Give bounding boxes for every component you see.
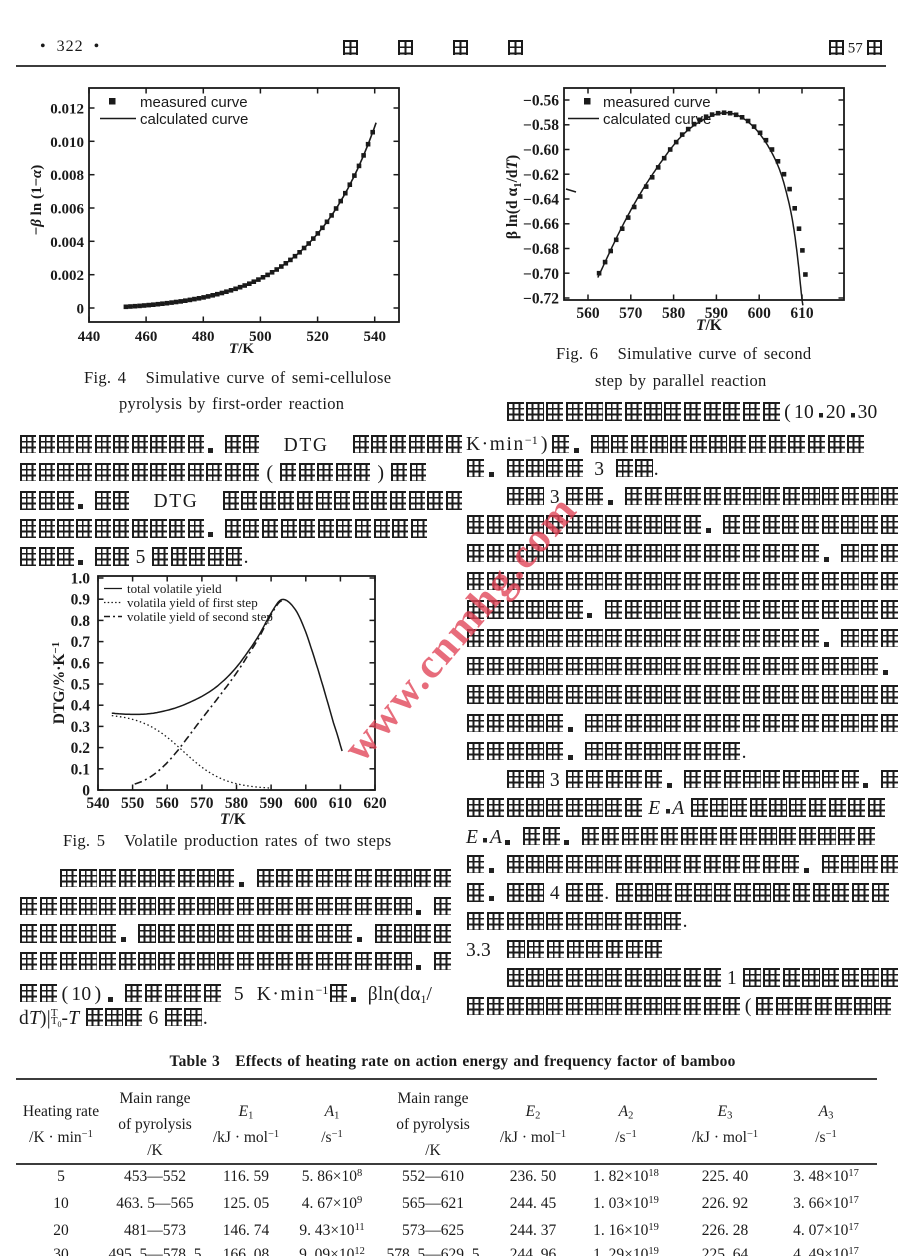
svg-text:−0.60: −0.60 [523, 142, 559, 159]
svg-text:−0.72: −0.72 [523, 291, 559, 308]
svg-text:0.012: 0.012 [50, 102, 84, 118]
svg-text:measured curve: measured curve [603, 94, 711, 111]
svg-text:600: 600 [748, 305, 772, 322]
svg-text:β ln(d α1/dT): β ln(d α1/dT) [504, 155, 524, 239]
svg-text:0.9: 0.9 [71, 592, 91, 609]
svg-text:590: 590 [705, 305, 729, 322]
svg-text:0.3: 0.3 [71, 719, 91, 736]
svg-text:440: 440 [78, 329, 101, 345]
svg-text:540: 540 [86, 795, 110, 812]
svg-text:−0.66: −0.66 [523, 216, 559, 233]
svg-text:550: 550 [121, 795, 145, 812]
svg-text:−0.58: −0.58 [523, 117, 559, 134]
svg-text:0.6: 0.6 [71, 655, 91, 672]
svg-text:−0.56: −0.56 [523, 93, 559, 110]
svg-text:600: 600 [294, 795, 318, 812]
svg-text:520: 520 [306, 329, 329, 345]
svg-text:0.010: 0.010 [50, 135, 84, 151]
svg-text:0.006: 0.006 [50, 202, 84, 218]
svg-text:DTG/%·K−1: DTG/%·K−1 [50, 642, 68, 724]
svg-text:−0.68: −0.68 [523, 241, 559, 258]
svg-text:−0.62: −0.62 [523, 167, 559, 184]
svg-text:0.002: 0.002 [50, 268, 84, 284]
svg-text:540: 540 [363, 329, 386, 345]
svg-text:0.1: 0.1 [71, 761, 90, 778]
svg-text:measured curve: measured curve [140, 94, 248, 111]
svg-text:0.008: 0.008 [50, 168, 84, 184]
svg-text:−0.64: −0.64 [523, 192, 559, 209]
svg-text:580: 580 [662, 305, 686, 322]
svg-text:T/K: T/K [696, 317, 722, 334]
svg-text:500: 500 [249, 329, 272, 345]
svg-text:610: 610 [329, 795, 353, 812]
svg-text:volatile yield of second step: volatile yield of second step [127, 609, 273, 624]
svg-text:total volatile yield: total volatile yield [127, 581, 222, 596]
svg-text:0.4: 0.4 [71, 698, 91, 715]
svg-text:620: 620 [363, 795, 387, 812]
svg-text:570: 570 [190, 795, 214, 812]
svg-text:0.2: 0.2 [71, 740, 91, 757]
svg-text:volatila yield of first step: volatila yield of first step [127, 595, 258, 610]
svg-text:1.0: 1.0 [71, 571, 91, 588]
svg-text:0: 0 [82, 783, 90, 800]
svg-text:580: 580 [225, 795, 249, 812]
svg-text:0.004: 0.004 [50, 235, 84, 251]
svg-text:0.7: 0.7 [71, 634, 91, 651]
svg-text:480: 480 [192, 329, 215, 345]
svg-text:calculated curve: calculated curve [603, 111, 711, 128]
svg-text:460: 460 [135, 329, 158, 345]
svg-text:560: 560 [576, 305, 600, 322]
svg-text:560: 560 [156, 795, 180, 812]
svg-text:0.5: 0.5 [71, 677, 91, 694]
svg-text:0.8: 0.8 [71, 613, 91, 630]
svg-text:570: 570 [619, 305, 643, 322]
svg-text:calculated curve: calculated curve [140, 111, 248, 128]
svg-text:0: 0 [77, 302, 85, 318]
svg-text:590: 590 [259, 795, 283, 812]
svg-text:610: 610 [790, 305, 814, 322]
svg-text:−β ln (1−α): −β ln (1−α) [29, 165, 45, 236]
svg-text:−0.70: −0.70 [523, 266, 559, 283]
svg-text:T/K: T/K [229, 341, 254, 357]
svg-text:T/K: T/K [220, 811, 246, 827]
